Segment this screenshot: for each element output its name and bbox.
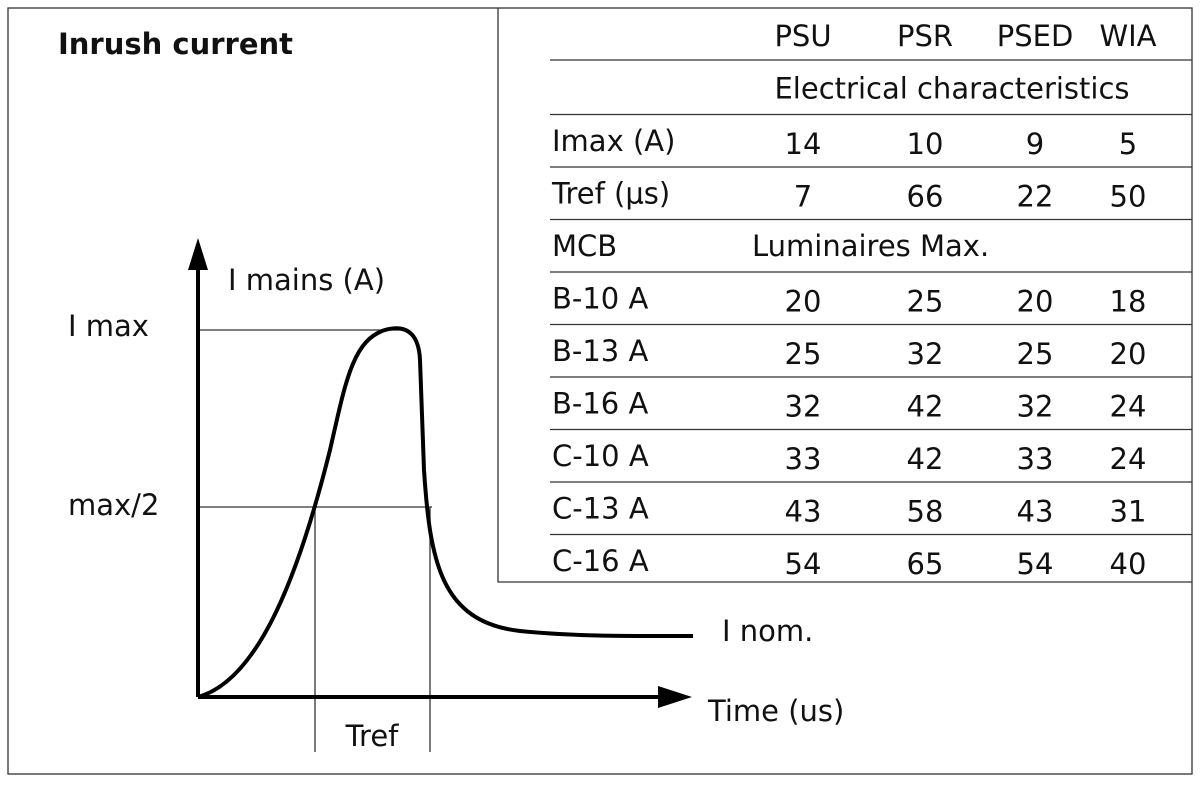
section-label: MCB [552, 229, 617, 263]
x-arrow [658, 686, 692, 708]
row-label: C-10 A [552, 439, 649, 473]
column-header: PSU [774, 19, 831, 53]
title: Inrush current [58, 27, 293, 61]
section-title: Electrical characteristics [774, 72, 1129, 106]
outer-border [7, 7, 1193, 775]
row-label: B-13 A [552, 334, 648, 368]
row-label: B-10 A [552, 282, 648, 316]
column-header: PSED [997, 19, 1074, 53]
cell: 20 [1017, 285, 1054, 319]
cell: 32 [1017, 390, 1054, 424]
cell: 25 [907, 285, 944, 319]
cell: 66 [907, 180, 944, 214]
cell: 7 [794, 180, 812, 214]
cell: 65 [907, 547, 944, 581]
cell: 9 [1026, 127, 1044, 161]
half-label: max/2 [68, 488, 159, 522]
section-title: Luminaires Max. [752, 229, 989, 263]
cell: 40 [1110, 547, 1147, 581]
cell: 42 [907, 390, 944, 424]
cell: 14 [785, 127, 822, 161]
row-label: B-16 A [552, 387, 648, 421]
cell: 22 [1017, 180, 1054, 214]
cell: 31 [1110, 495, 1147, 529]
cell: 32 [785, 390, 822, 424]
cell: 18 [1110, 285, 1147, 319]
cell: 58 [907, 495, 944, 529]
y-arrow [188, 238, 208, 270]
column-header: PSR [897, 19, 953, 53]
column-header: WIA [1099, 19, 1156, 53]
cell: 10 [907, 127, 944, 161]
imax-label: I max [68, 309, 149, 343]
row-label: C-16 A [552, 544, 649, 578]
cell: 54 [1017, 547, 1054, 581]
row-label: C-13 A [552, 492, 649, 526]
cell: 33 [785, 442, 822, 476]
row-label: Imax (A) [552, 124, 675, 158]
row-label: Tref (μs) [551, 177, 670, 211]
y-axis-label: I mains (A) [228, 263, 385, 297]
nominal-label: I nom. [722, 614, 813, 648]
cell: 43 [785, 495, 822, 529]
cell: 24 [1110, 390, 1147, 424]
cell: 42 [907, 442, 944, 476]
cell: 50 [1110, 180, 1147, 214]
table-border [497, 8, 1192, 583]
cell: 20 [785, 285, 822, 319]
cell: 43 [1017, 495, 1054, 529]
cell: 20 [1110, 337, 1147, 371]
cell: 5 [1119, 127, 1137, 161]
cell: 25 [785, 337, 822, 371]
inrush-curve [197, 326, 694, 699]
tref-label: Tref [345, 719, 400, 753]
x-axis-label: Time (us) [707, 694, 844, 728]
cell: 32 [907, 337, 944, 371]
cell: 54 [785, 547, 822, 581]
cell: 24 [1110, 442, 1147, 476]
cell: 25 [1017, 337, 1054, 371]
cell: 33 [1017, 442, 1054, 476]
